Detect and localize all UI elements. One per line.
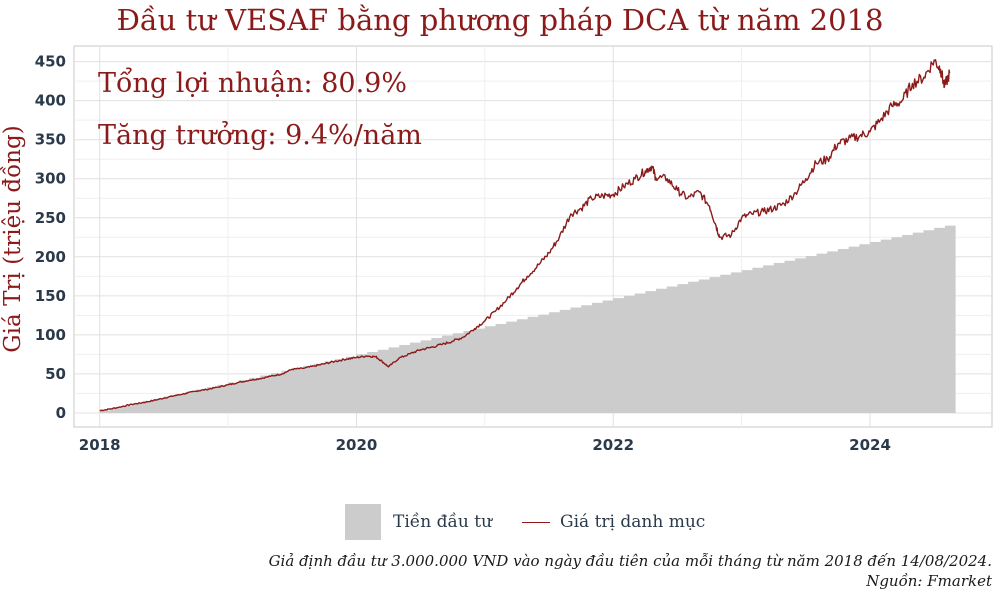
legend: Tiền đầu tư Giá trị danh mục: [345, 504, 705, 540]
y-tick-label: 50: [45, 365, 66, 383]
plot-panel-border: [73, 45, 993, 428]
caption-assumption: Giả định đầu tư 3.000.000 VND vào ngày đ…: [268, 552, 992, 570]
legend-invested-swatch: [345, 504, 381, 540]
chart-title: Đầu tư VESAF bằng phương pháp DCA từ năm…: [116, 3, 884, 37]
x-tick-label: 2018: [79, 436, 121, 454]
legend-invested-label: Tiền đầu tư: [393, 512, 493, 532]
legend-portfolio-swatch: [522, 521, 551, 523]
growth-rate-annotation: Tăng trưởng: 9.4%/năm: [98, 119, 422, 151]
portfolio-line-layer: [99, 59, 951, 412]
y-tick-label: 150: [35, 287, 66, 305]
y-tick-label: 250: [35, 209, 66, 227]
x-tick-labels: 2018 2020 2022 2024: [79, 436, 891, 454]
y-tick-label: 100: [35, 326, 66, 344]
y-tick-label: 350: [35, 131, 66, 149]
y-tick-label: 0: [56, 404, 66, 422]
total-return-annotation: Tổng lợi nhuận: 80.9%: [98, 66, 407, 99]
portfolio-value-line: [99, 59, 951, 412]
legend-portfolio-label: Giá trị danh mục: [560, 512, 706, 532]
y-tick-label: 300: [35, 170, 66, 188]
y-tick-label: 400: [35, 92, 66, 110]
caption: Giả định đầu tư 3.000.000 VND vào ngày đ…: [269, 551, 992, 591]
x-tick-label: 2020: [336, 436, 378, 454]
y-tick-labels: 0 50 100 150 200 250 300 350 400 450: [35, 53, 66, 422]
x-tick-label: 2022: [592, 436, 634, 454]
x-tick-label: 2024: [849, 436, 891, 454]
caption-source: Nguồn: Fmarket: [866, 572, 992, 590]
y-tick-label: 450: [35, 53, 66, 71]
y-tick-label: 200: [35, 248, 66, 266]
